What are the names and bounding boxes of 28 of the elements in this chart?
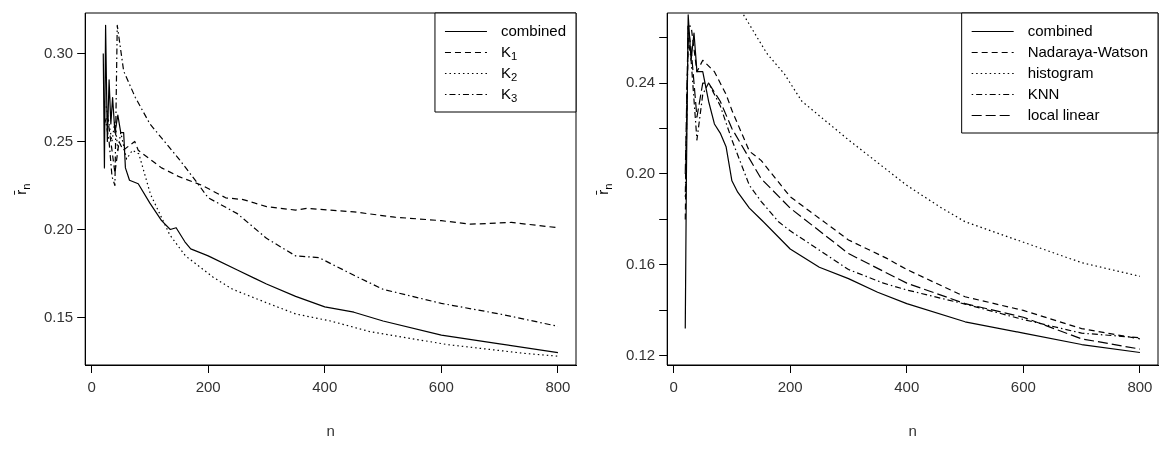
- x-tick-label: 800: [1127, 378, 1153, 396]
- y-axis-title: r̄n: [594, 183, 614, 196]
- x-tick-label: 0: [87, 378, 96, 396]
- x-tick-label: 400: [312, 378, 338, 396]
- legend-label: combined: [500, 21, 567, 39]
- y-tick-label: 0.12: [625, 346, 656, 364]
- y-axis-title: r̄n: [12, 183, 32, 196]
- legend-label: local linear: [1027, 105, 1100, 123]
- x-tick-label: 200: [195, 378, 221, 396]
- y-tick-label: 0.25: [43, 131, 74, 149]
- y-tick-label: 0.15: [43, 307, 74, 325]
- x-axis-title: n: [908, 422, 917, 440]
- y-tick-label: 0.16: [625, 255, 656, 273]
- x-axis-title: n: [326, 422, 335, 440]
- legend-label: KNN: [1027, 84, 1060, 102]
- y-tick-label: 0.20: [43, 219, 74, 237]
- x-tick-label: 200: [777, 378, 803, 396]
- legend-label: histogram: [1027, 63, 1094, 81]
- x-tick-label: 800: [545, 378, 571, 396]
- x-tick-label: 600: [428, 378, 454, 396]
- y-tick-label: 0.24: [625, 73, 656, 91]
- y-tick-label: 0.30: [43, 43, 74, 61]
- x-tick-label: 600: [1010, 378, 1036, 396]
- legend-label: Nadaraya-Watson: [1027, 42, 1149, 60]
- y-tick-label: 0.20: [625, 164, 656, 182]
- x-tick-label: 400: [894, 378, 920, 396]
- x-tick-label: 0: [669, 378, 678, 396]
- legend-label: combined: [1027, 21, 1093, 39]
